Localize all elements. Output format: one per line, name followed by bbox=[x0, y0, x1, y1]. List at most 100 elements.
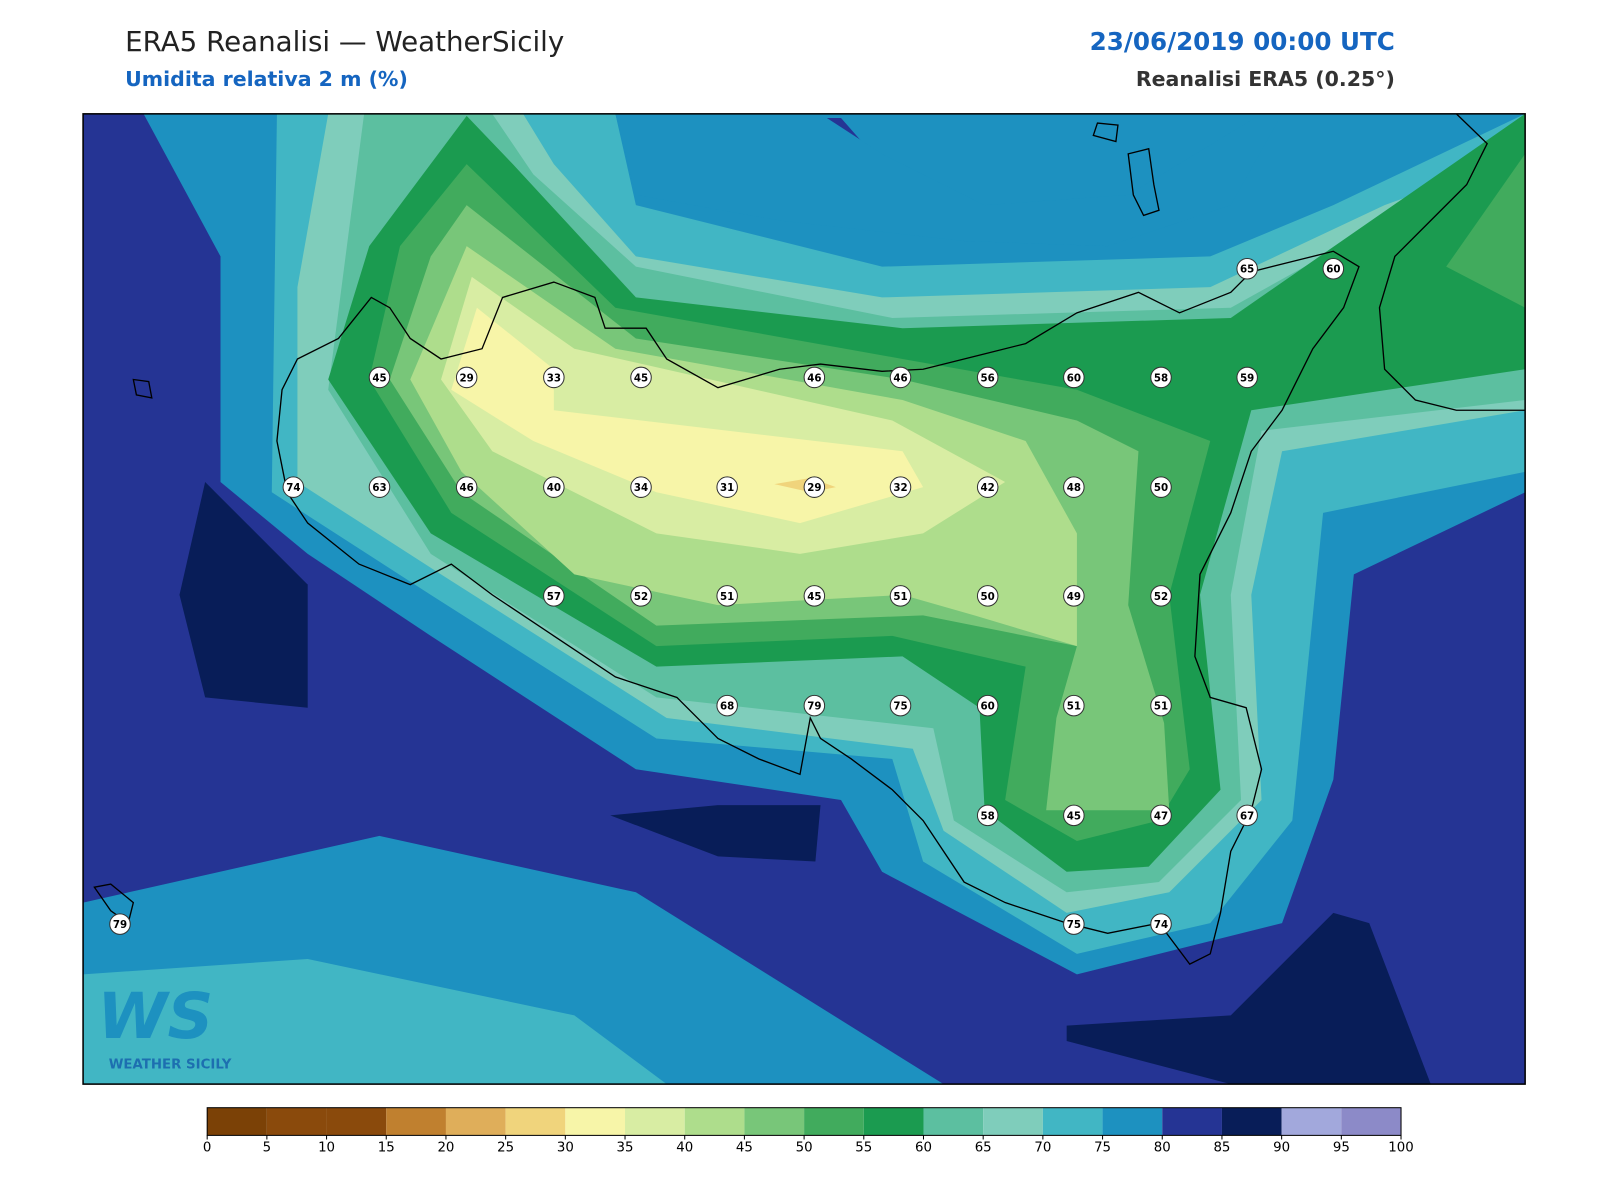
station-value: 46 bbox=[893, 372, 907, 384]
station-marker bbox=[976, 366, 999, 389]
station-marker bbox=[455, 366, 478, 389]
colorbar-swatch bbox=[684, 1107, 745, 1136]
station-marker bbox=[543, 585, 565, 607]
station-marker bbox=[1063, 585, 1085, 607]
colorbar-tick-label: 20 bbox=[437, 1141, 454, 1156]
station-marker bbox=[976, 585, 999, 607]
colorbar-tick-label: 100 bbox=[1388, 1141, 1413, 1156]
station-marker bbox=[889, 366, 912, 389]
station-value: 56 bbox=[981, 372, 995, 384]
station-value: 52 bbox=[1154, 591, 1168, 603]
station-marker bbox=[1322, 257, 1345, 280]
colorbar-swatch bbox=[207, 1107, 267, 1136]
station-value: 46 bbox=[460, 482, 474, 494]
station-value: 60 bbox=[1326, 264, 1340, 276]
contour-band bbox=[1446, 153, 1526, 308]
logo-text: WEATHER SICILY bbox=[109, 1058, 232, 1073]
colorbar-tick-label: 80 bbox=[1154, 1141, 1171, 1156]
station-value: 65 bbox=[1240, 264, 1254, 276]
station-value: 51 bbox=[720, 591, 734, 603]
station-value: 47 bbox=[1154, 810, 1168, 822]
colorbar-tick-label: 50 bbox=[796, 1141, 813, 1156]
station-marker bbox=[976, 804, 999, 827]
station-marker bbox=[543, 366, 565, 389]
colorbar-tick-label: 60 bbox=[915, 1141, 932, 1156]
station-value: 51 bbox=[1154, 701, 1168, 713]
station-marker bbox=[630, 476, 652, 498]
station-value: 46 bbox=[807, 372, 821, 384]
station-value: 57 bbox=[547, 591, 561, 603]
station-value: 60 bbox=[1067, 372, 1081, 384]
station-marker bbox=[1063, 913, 1085, 935]
logo-mark: WS bbox=[97, 979, 213, 1053]
contour-band bbox=[179, 482, 308, 708]
colorbar-swatch bbox=[266, 1107, 327, 1136]
station-marker bbox=[803, 694, 826, 717]
station-value: 74 bbox=[1154, 919, 1168, 931]
contour-band bbox=[83, 958, 667, 1085]
station-marker bbox=[368, 476, 391, 498]
station-marker bbox=[976, 476, 999, 498]
station-marker bbox=[1063, 804, 1085, 827]
colorbar-swatch bbox=[744, 1107, 805, 1136]
coast-calabria bbox=[1378, 113, 1526, 411]
station-marker bbox=[1150, 694, 1172, 717]
coastline bbox=[93, 113, 1526, 965]
colorbar-tick-label: 10 bbox=[318, 1141, 335, 1156]
station-marker bbox=[1063, 694, 1085, 717]
station-marker bbox=[282, 476, 305, 498]
station-marker bbox=[716, 476, 738, 498]
date: 23/06/2019 00:00 UTC bbox=[1090, 27, 1395, 56]
colorbar-swatch bbox=[326, 1107, 387, 1136]
colorbar: 0 5 10 15 20 25 30 35 40 45 50 55 60 65 70 75 80 85 90 95 10… bbox=[203, 1107, 1414, 1156]
station-value: 50 bbox=[1154, 482, 1168, 494]
colorbar-tick-label: 65 bbox=[975, 1141, 992, 1156]
station-value: 50 bbox=[981, 591, 995, 603]
station-marker bbox=[716, 585, 738, 607]
station-marker bbox=[1236, 257, 1258, 280]
station-marker bbox=[543, 476, 565, 498]
station-value: 45 bbox=[807, 591, 821, 603]
colorbar-tick-label: 95 bbox=[1333, 1141, 1350, 1156]
colorbar-swatch bbox=[625, 1107, 685, 1136]
colorbar-swatch bbox=[445, 1107, 506, 1136]
colorbar-tick-label: 15 bbox=[378, 1141, 395, 1156]
contour-band bbox=[610, 805, 821, 862]
colorbar-tick-label: 85 bbox=[1213, 1141, 1230, 1156]
station-value: 51 bbox=[1067, 701, 1081, 713]
station-value: 45 bbox=[372, 372, 386, 384]
station-marker bbox=[716, 694, 738, 717]
station-value: 58 bbox=[981, 810, 995, 822]
colorbar-swatch bbox=[1341, 1107, 1402, 1136]
colorbar-tick-label: 0 bbox=[203, 1141, 211, 1156]
colorbar-swatch bbox=[804, 1107, 864, 1136]
station-value: 34 bbox=[634, 482, 648, 494]
station-labels: 45 29 33 45 46 46 56 60 58 59 65 60 74 63 46 40 34 31 29 32… bbox=[109, 257, 1345, 935]
station-marker bbox=[630, 366, 652, 389]
station-value: 59 bbox=[1240, 372, 1254, 384]
colorbar-swatch bbox=[923, 1107, 984, 1136]
colorbar-tick-label: 75 bbox=[1094, 1141, 1111, 1156]
station-value: 48 bbox=[1067, 482, 1081, 494]
station-value: 60 bbox=[981, 701, 995, 713]
station-value: 58 bbox=[1154, 372, 1168, 384]
station-value: 49 bbox=[1067, 591, 1081, 603]
title: ERA5 Reanalisi — WeatherSicily bbox=[125, 25, 564, 58]
colorbar-swatch bbox=[1102, 1107, 1163, 1136]
map-frame bbox=[82, 113, 1526, 1085]
station-value: 32 bbox=[893, 482, 907, 494]
station-value: 29 bbox=[807, 482, 821, 494]
station-value: 68 bbox=[720, 701, 734, 713]
contour-band bbox=[451, 307, 924, 524]
station-marker bbox=[1236, 366, 1258, 389]
colorbar-swatch bbox=[386, 1107, 446, 1136]
station-value: 63 bbox=[372, 482, 386, 494]
colorbar-swatch bbox=[1221, 1107, 1282, 1136]
coast-sicily bbox=[276, 250, 1360, 965]
colorbar-tick-label: 40 bbox=[676, 1141, 693, 1156]
colorbar-swatch bbox=[1162, 1107, 1222, 1136]
colorbar-tick-label: 90 bbox=[1273, 1141, 1290, 1156]
colorbar-tick-label: 25 bbox=[497, 1141, 514, 1156]
colorbar-swatch bbox=[505, 1107, 566, 1136]
